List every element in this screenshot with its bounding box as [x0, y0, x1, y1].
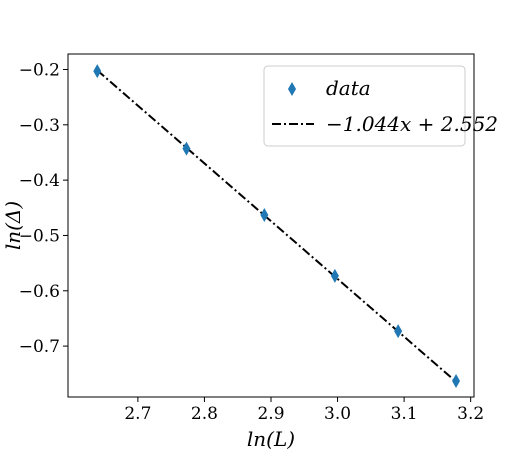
y-axis-label: ln(Δ)	[1, 201, 25, 250]
data-point	[394, 324, 403, 339]
x-tick-label: 3.0	[324, 404, 351, 424]
x-tick-label: 2.9	[257, 404, 284, 424]
data-point	[260, 207, 269, 222]
x-tick-label: 3.2	[457, 404, 484, 424]
legend: data −1.044x + 2.552	[263, 65, 498, 147]
legend-label-fit: −1.044x + 2.552	[326, 112, 498, 136]
x-tick-label: 2.7	[124, 404, 151, 424]
y-tick-label: −0.4	[19, 171, 60, 191]
data-point	[182, 141, 191, 156]
data-point	[93, 64, 102, 79]
y-tick-label: −0.6	[19, 282, 60, 302]
legend-marker-data	[288, 82, 296, 96]
y-tick-label: −0.7	[19, 337, 60, 357]
x-axis-label: ln(L)	[247, 427, 295, 451]
legend-label-data: data	[326, 76, 371, 100]
y-tick-label: −0.5	[19, 226, 60, 246]
legend-box	[263, 65, 466, 147]
x-tick-label: 2.8	[191, 404, 218, 424]
y-tick-label: −0.2	[19, 60, 60, 80]
plot-area	[93, 64, 461, 388]
y-tick-label: −0.3	[19, 116, 60, 136]
x-tick-label: 3.1	[391, 404, 418, 424]
data-point	[330, 268, 339, 283]
axes: 2.7 2.8 2.9 3.0 3.1 3.2 −0.2 −0.3 −0.4 −0.5 −0.6 −0…	[19, 53, 484, 424]
data-point	[452, 373, 461, 388]
